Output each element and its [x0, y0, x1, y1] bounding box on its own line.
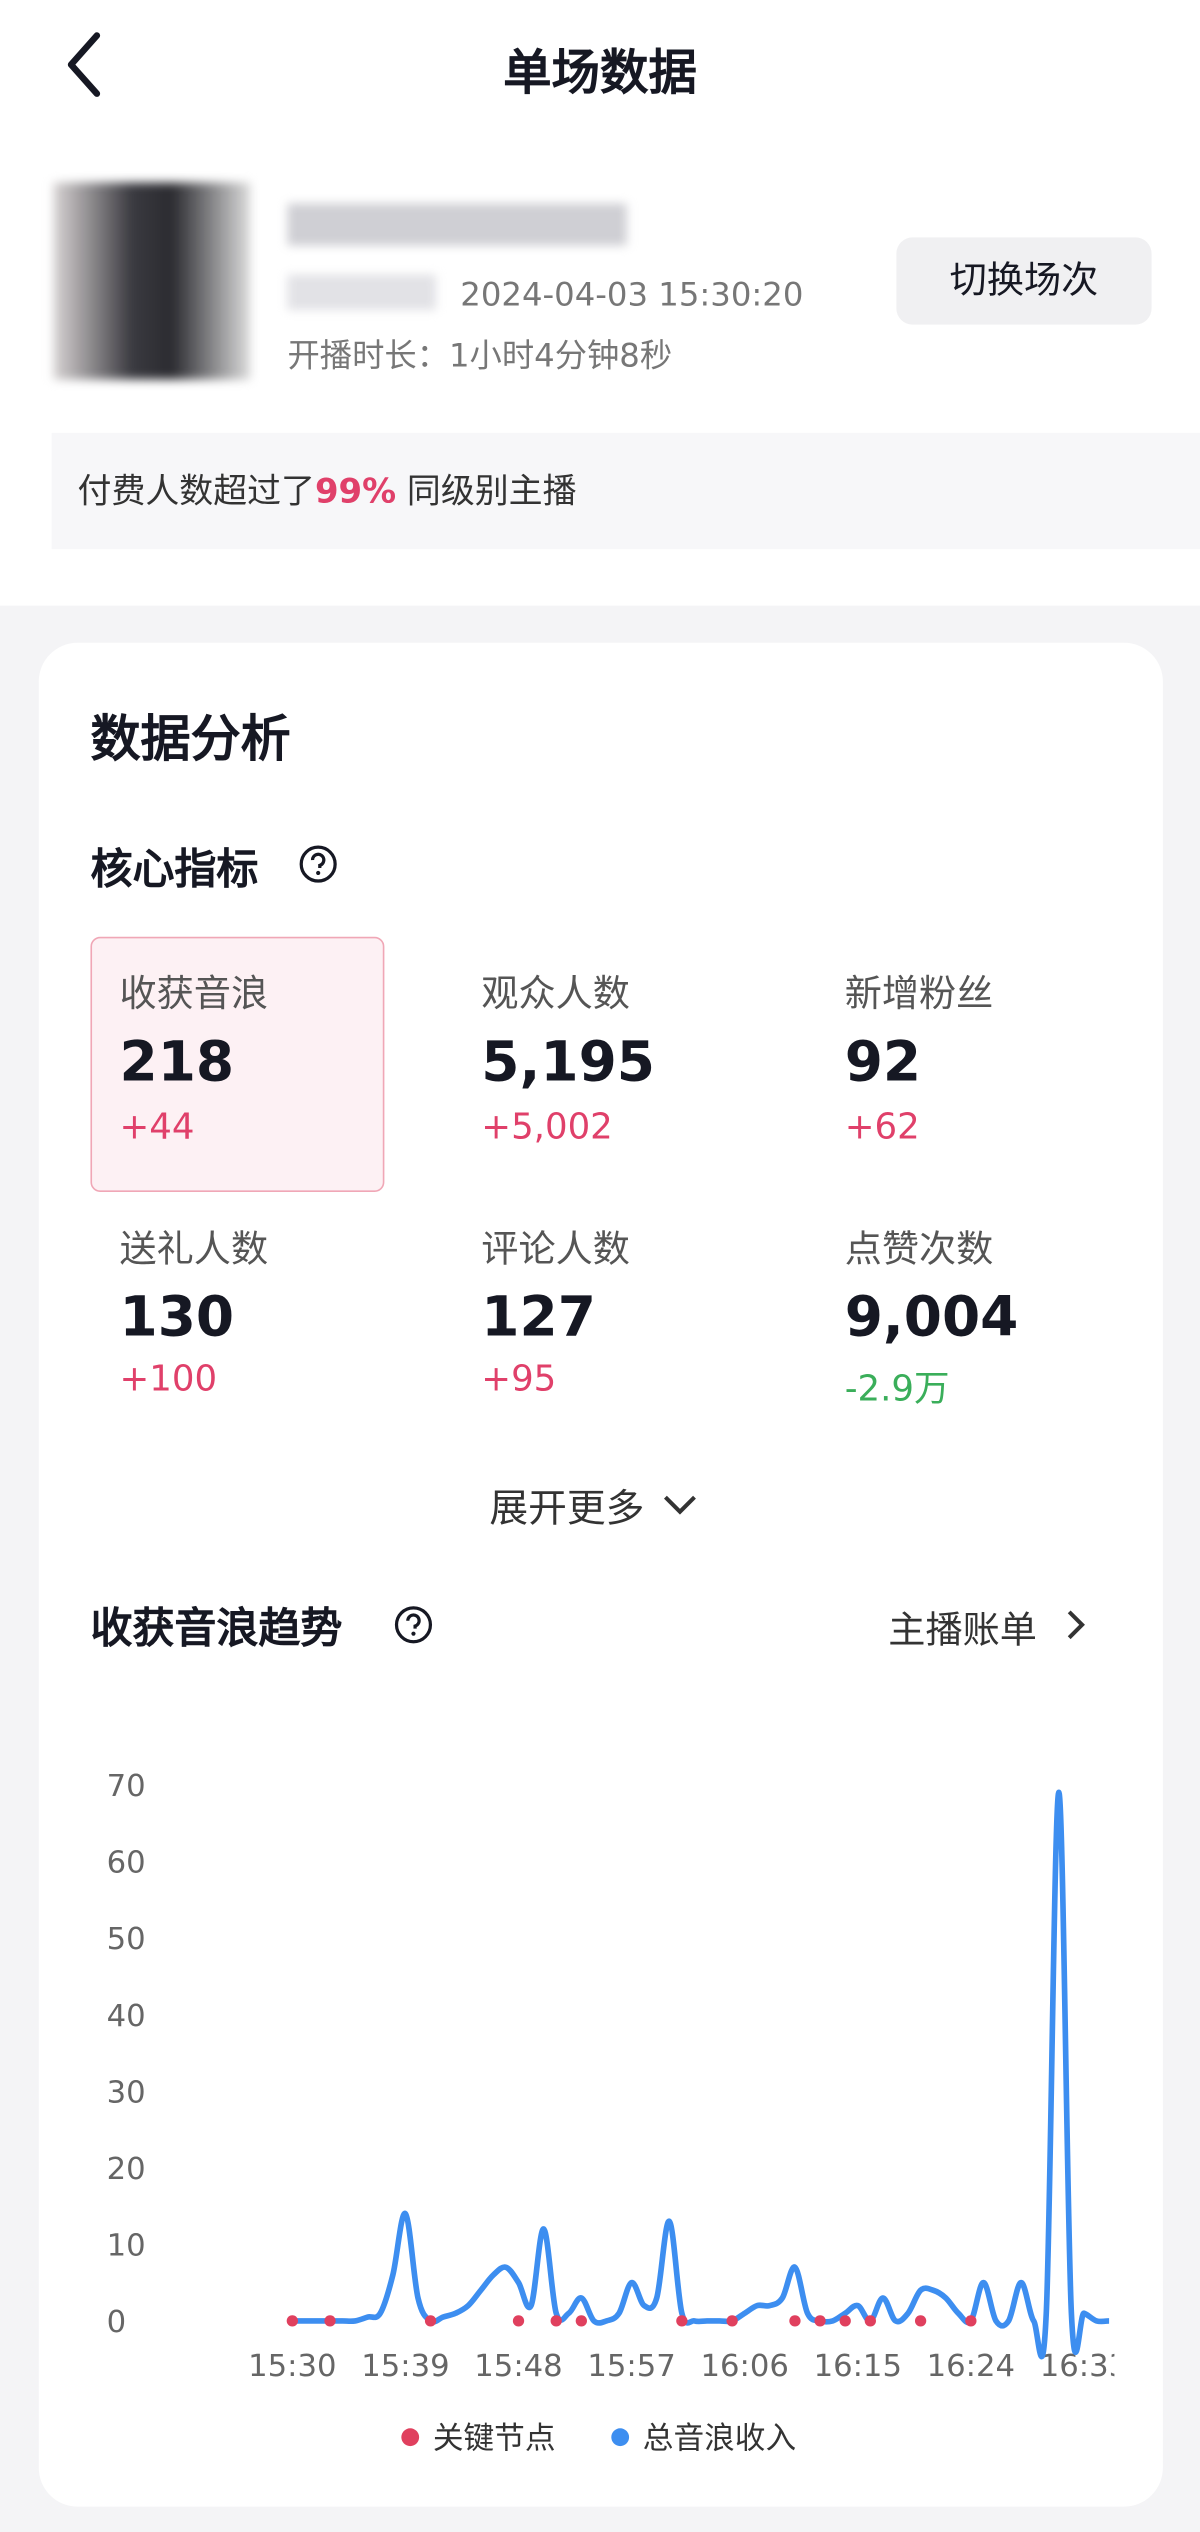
x-tick-label: 16:33: [1040, 2349, 1128, 2384]
key-node: [575, 2315, 587, 2327]
metric-value: 130: [119, 1285, 235, 1351]
legend-marker: [401, 2428, 420, 2447]
banner: 付费人数超过了99% 同级别主播: [51, 432, 1200, 550]
banner-highlight: 99%: [314, 471, 397, 511]
key-node: [512, 2315, 525, 2327]
bill-link[interactable]: 主播账单: [888, 1599, 1098, 1654]
x-tick-label: 15:39: [361, 2349, 449, 2384]
key-node: [839, 2315, 851, 2327]
metric-label: 点赞次数: [844, 1229, 994, 1272]
metric-label: 送礼人数: [119, 1229, 269, 1272]
legend-label: 关键节点: [433, 2421, 556, 2456]
key-node: [550, 2315, 562, 2327]
banner-text: 付费人数超过了: [77, 471, 315, 511]
metric-delta: +5,002: [481, 1107, 613, 1149]
bill-text: 主播账单: [888, 1610, 1037, 1653]
metric-value: 9,004: [844, 1285, 1019, 1351]
metric-value: 92: [844, 1030, 922, 1096]
metric-label: 收获音浪: [119, 973, 269, 1016]
line: [292, 1789, 1110, 2360]
metric-delta: -2.9万: [844, 1369, 950, 1410]
chart: 0 10 20 30 40 50 60 70 15:30 15:39 15:48 15:57 16:06…: [107, 1769, 1128, 2457]
key-node: [676, 2315, 688, 2327]
x-tick-label: 15:57: [587, 2349, 675, 2384]
subtitle: 核心指标: [90, 846, 259, 895]
page-title: 单场数据: [503, 45, 697, 102]
key-node: [726, 2315, 738, 2327]
start-time: 2024-04-03 15:30:20: [460, 274, 804, 314]
key-node: [286, 2315, 298, 2327]
legend-marker: [611, 2428, 630, 2447]
help-icon[interactable]: [392, 1604, 434, 1646]
metric-delta: +62: [844, 1107, 920, 1149]
y-tick-label: 70: [107, 1769, 146, 1804]
y-tick-label: 40: [107, 1999, 146, 2034]
x-tick-label: 16:24: [927, 2349, 1015, 2384]
x-tick-label: 15:48: [474, 2349, 562, 2384]
start-label: [287, 274, 437, 311]
key-node: [914, 2315, 927, 2327]
metric-highlight: [90, 936, 385, 1192]
y-tick-label: 60: [107, 1846, 146, 1881]
key-node: [814, 2315, 826, 2327]
x-tick-label: 16:15: [814, 2349, 902, 2384]
duration-value: 1小时4分钟8秒: [448, 335, 673, 375]
metric-label: 评论人数: [481, 1229, 630, 1272]
key-node: [789, 2315, 801, 2327]
key-node: [864, 2315, 876, 2327]
y-tick-label: 50: [107, 1922, 146, 1957]
x-tick-label: 15:30: [248, 2349, 336, 2384]
section-title: 数据分析: [90, 710, 291, 769]
y-tick-label: 20: [107, 2152, 146, 2187]
metric-value: 5,195: [481, 1030, 655, 1096]
chevron-right: [1067, 1610, 1085, 1640]
expand-text: 展开更多: [489, 1485, 645, 1532]
key-node: [324, 2315, 336, 2327]
key-node: [965, 2315, 977, 2327]
back-button[interactable]: [58, 29, 110, 100]
metric-label: 新增粉丝: [844, 973, 994, 1016]
metric-label: 观众人数: [481, 973, 630, 1016]
avatar: [53, 182, 251, 380]
key-node: [424, 2315, 437, 2327]
switch-button[interactable]: 切换场次: [896, 237, 1152, 325]
duration-label: 开播时长：: [287, 335, 449, 375]
metric-delta: +95: [481, 1359, 557, 1401]
metric-delta: +44: [119, 1107, 195, 1149]
legend-label: 总音浪收入: [643, 2421, 796, 2456]
anchor-name: [287, 203, 627, 246]
trend-title: 收获音浪趋势: [90, 1605, 343, 1654]
x-tick-label: 16:06: [700, 2349, 788, 2384]
metric-value: 218: [119, 1030, 235, 1096]
y-tick-label: 10: [107, 2229, 146, 2264]
help-icon[interactable]: [297, 843, 339, 885]
y-tick-label: 30: [107, 2075, 146, 2110]
banner-text: 同级别主播: [406, 471, 577, 511]
metric-value: 127: [481, 1285, 596, 1351]
y-tick-label: 0: [107, 2305, 127, 2340]
expand-more[interactable]: 展开更多: [489, 1476, 705, 1533]
duration: 开播时长：1小时4分钟8秒: [287, 329, 672, 376]
chevron-down: [663, 1495, 696, 1515]
x-axis: 15:30 15:39 15:48 15:57 16:06 16:15 16:24 16:33: [248, 2349, 1128, 2384]
metric-delta: +100: [119, 1359, 218, 1401]
